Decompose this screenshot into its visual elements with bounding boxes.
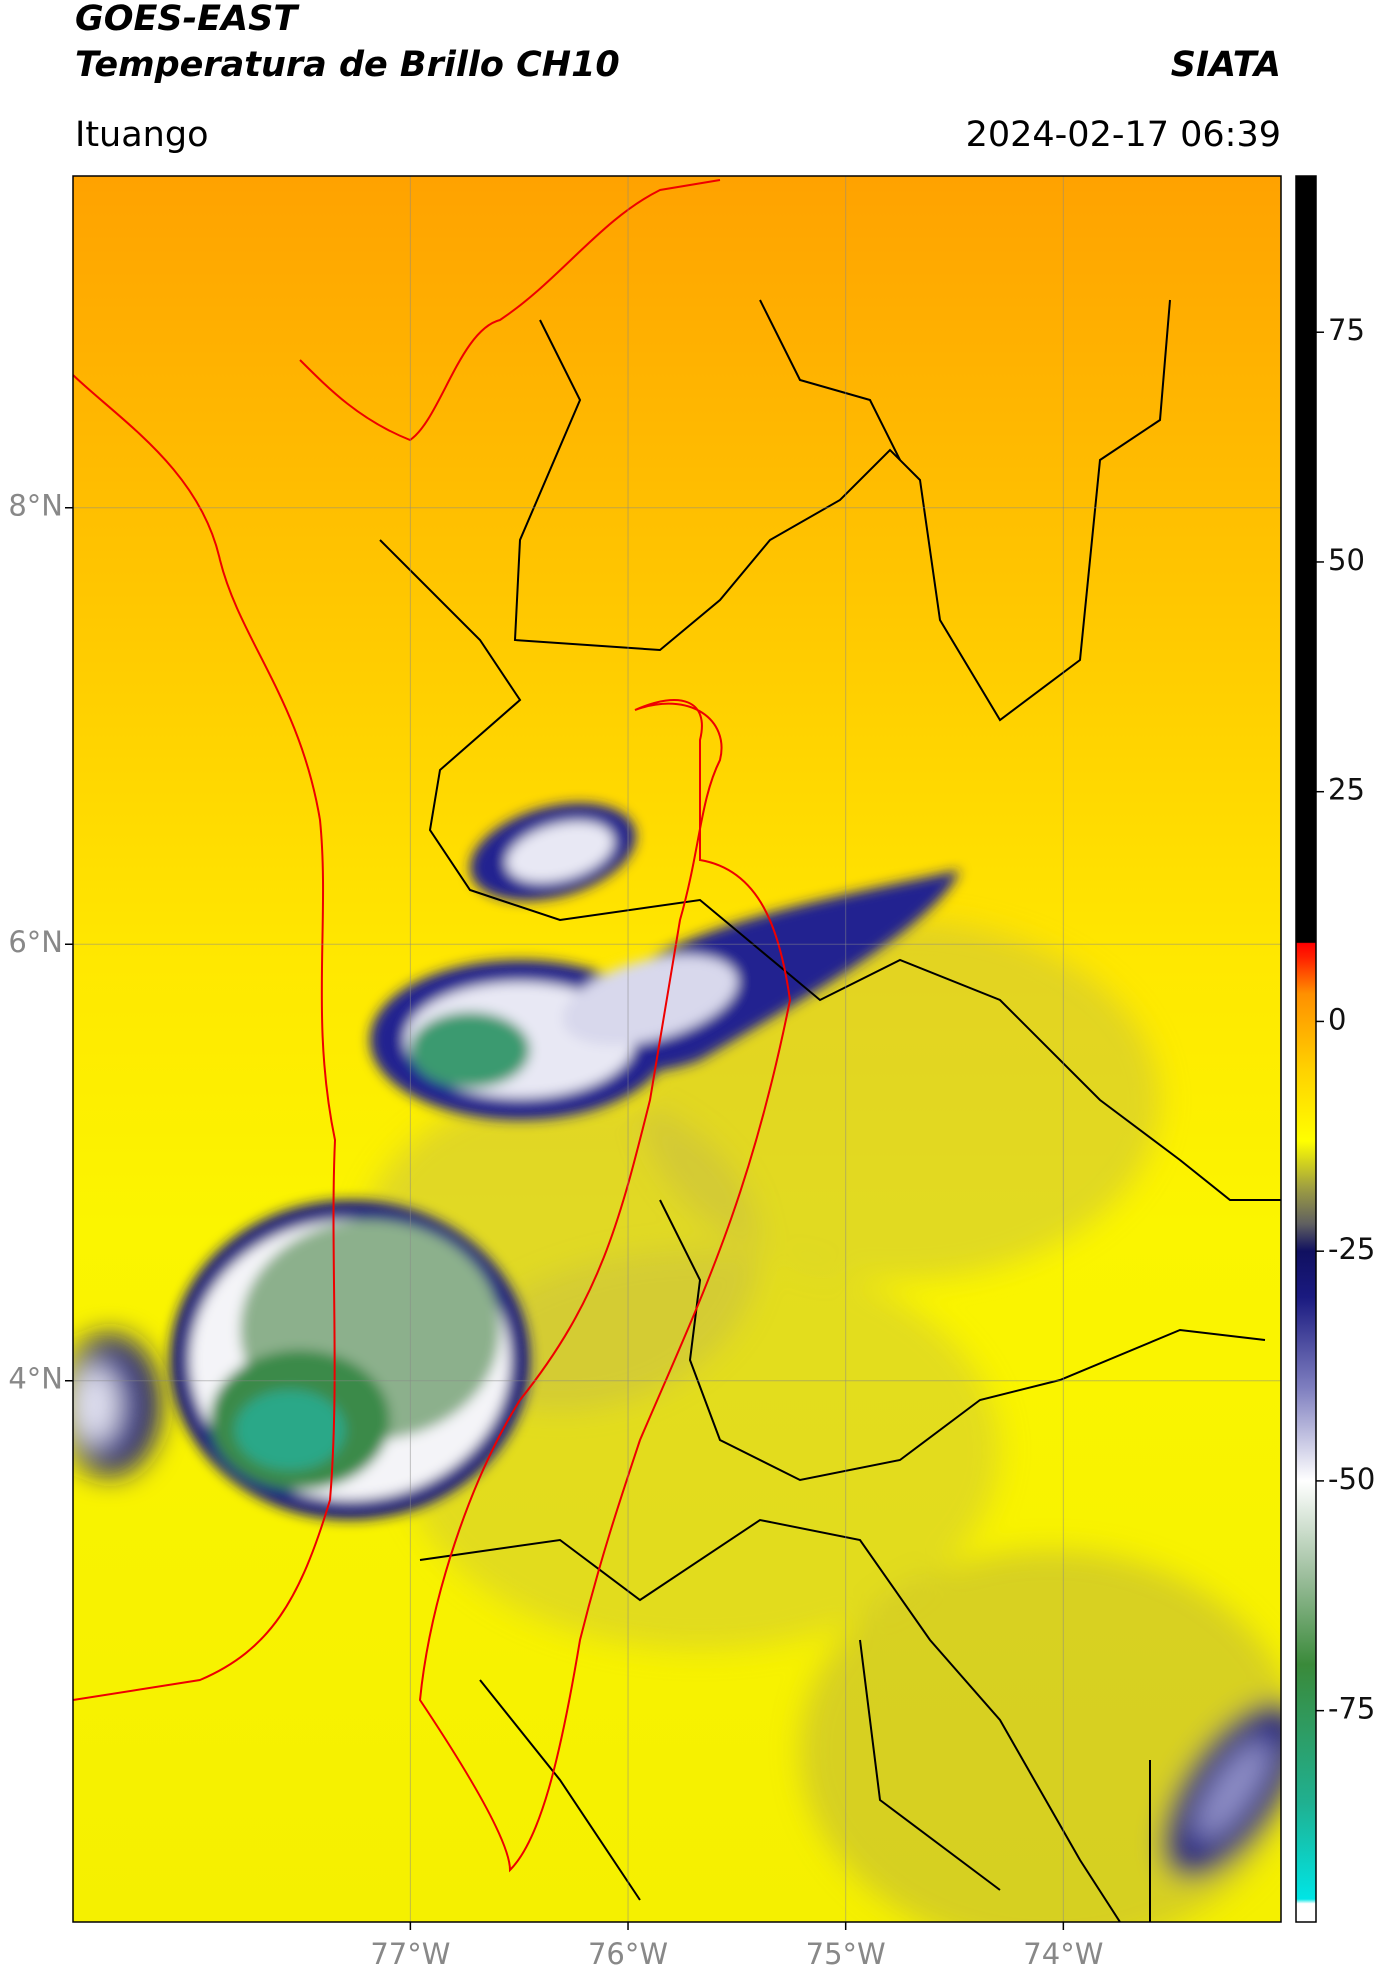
region: Ituango [75, 115, 209, 155]
coastline [73, 179, 792, 1873]
colorbar [1295, 175, 1317, 1923]
admin-borders [379, 299, 1281, 1922]
timestamp: 2024-02-17 06:39 [966, 115, 1281, 155]
colorbar-tick-label: 25 [1328, 773, 1365, 807]
convective-cells [170, 803, 960, 1520]
y-tick-label: 6°N [8, 925, 63, 959]
graticule [73, 176, 1281, 1922]
colorbar-tick-label: -25 [1328, 1232, 1375, 1266]
map [73, 176, 1281, 1922]
cloud-field [73, 920, 1281, 1922]
colorbar-tick-label: 75 [1328, 313, 1365, 347]
y-tick-label: 4°N [8, 1362, 63, 1396]
title: GOES-EAST [75, 0, 300, 39]
colorbar-tick-label: -75 [1328, 1692, 1375, 1726]
brand: SIATA [1171, 45, 1281, 85]
map-frame [72, 175, 1282, 1923]
y-tick-label: 8°N [8, 489, 63, 523]
subtitle: Temperatura de Brillo CH10 [75, 45, 620, 85]
colorbar-tick-label: 50 [1328, 543, 1365, 577]
colorbar-tick-label: 0 [1328, 1002, 1346, 1036]
x-tick-label: 74°W [1023, 1937, 1103, 1971]
x-tick-label: 76°W [588, 1937, 668, 1971]
x-tick-label: 75°W [806, 1937, 886, 1971]
x-tick-label: 77°W [370, 1937, 450, 1971]
colorbar-tick-label: -50 [1328, 1462, 1375, 1496]
